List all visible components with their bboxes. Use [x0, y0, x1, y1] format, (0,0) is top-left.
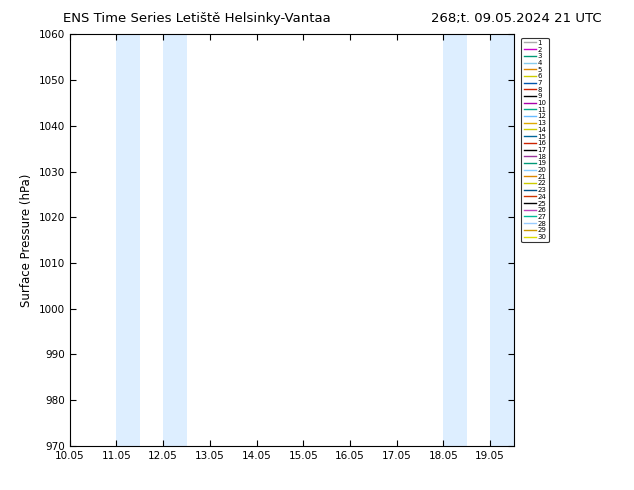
Bar — [117, 34, 140, 446]
Bar — [490, 34, 514, 446]
Y-axis label: Surface Pressure (hPa): Surface Pressure (hPa) — [20, 173, 33, 307]
Legend: 1, 2, 3, 4, 5, 6, 7, 8, 9, 10, 11, 12, 13, 14, 15, 16, 17, 18, 19, 20, 21, 22, 2: 1, 2, 3, 4, 5, 6, 7, 8, 9, 10, 11, 12, 1… — [521, 38, 548, 242]
Text: 268;t. 09.05.2024 21 UTC: 268;t. 09.05.2024 21 UTC — [431, 12, 602, 25]
Bar — [443, 34, 467, 446]
Bar — [163, 34, 186, 446]
Text: ENS Time Series Letiště Helsinky-Vantaa: ENS Time Series Letiště Helsinky-Vantaa — [63, 12, 331, 25]
